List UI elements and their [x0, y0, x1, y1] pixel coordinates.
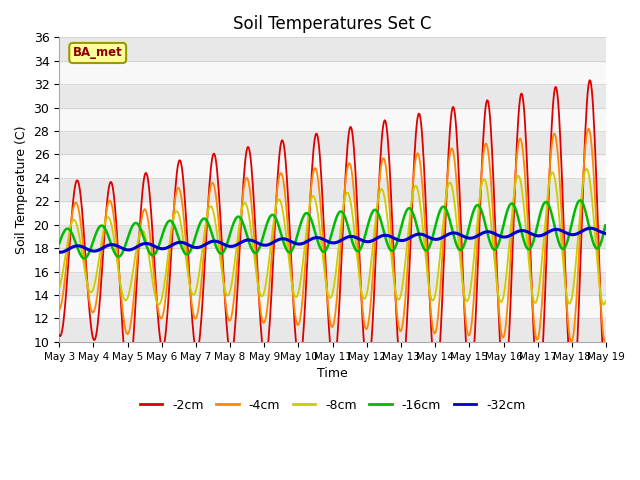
- -16cm: [268, 212, 276, 218]
- Line: -4cm: -4cm: [59, 129, 605, 344]
- -32cm: [268, 240, 276, 246]
- -32cm: [120, 246, 128, 252]
- -2cm: [419, 146, 427, 152]
- -16cm: [389, 248, 397, 253]
- -4cm: [388, 249, 396, 255]
- -16cm: [120, 246, 128, 252]
- -2cm: [247, 156, 255, 162]
- -16cm: [221, 248, 228, 253]
- Line: -2cm: -2cm: [59, 80, 605, 394]
- -32cm: [221, 242, 228, 248]
- -8cm: [120, 294, 127, 300]
- -2cm: [388, 223, 396, 229]
- Title: Soil Temperatures Set C: Soil Temperatures Set C: [234, 15, 432, 33]
- Text: BA_met: BA_met: [73, 47, 123, 60]
- -16cm: [55, 240, 63, 246]
- -32cm: [56, 250, 64, 255]
- -2cm: [268, 293, 275, 299]
- -8cm: [155, 302, 163, 308]
- -8cm: [583, 166, 591, 172]
- -16cm: [248, 246, 255, 252]
- -2cm: [220, 274, 227, 280]
- -4cm: [602, 341, 609, 347]
- Bar: [59, 248, 606, 272]
- -4cm: [55, 307, 63, 313]
- Bar: [59, 178, 606, 201]
- Line: -8cm: -8cm: [59, 169, 605, 305]
- -16cm: [602, 222, 609, 228]
- Bar: [59, 131, 606, 155]
- -8cm: [221, 285, 228, 290]
- Bar: [59, 201, 606, 225]
- Legend: -2cm, -4cm, -8cm, -16cm, -32cm: -2cm, -4cm, -8cm, -16cm, -32cm: [134, 394, 531, 417]
- -16cm: [80, 255, 88, 261]
- Bar: [59, 37, 606, 61]
- Bar: [59, 295, 606, 319]
- -2cm: [586, 77, 593, 83]
- Bar: [59, 272, 606, 295]
- -2cm: [120, 337, 127, 343]
- Line: -32cm: -32cm: [59, 228, 605, 252]
- X-axis label: Time: Time: [317, 367, 348, 380]
- -2cm: [55, 332, 63, 338]
- -32cm: [389, 235, 397, 240]
- -8cm: [389, 271, 397, 277]
- -32cm: [420, 232, 428, 238]
- -32cm: [586, 225, 594, 231]
- -8cm: [55, 285, 63, 291]
- -16cm: [420, 245, 428, 251]
- Bar: [59, 84, 606, 108]
- -4cm: [268, 259, 275, 264]
- -32cm: [55, 249, 63, 255]
- -32cm: [248, 238, 255, 243]
- -4cm: [247, 194, 255, 200]
- Bar: [59, 61, 606, 84]
- Bar: [59, 225, 606, 248]
- Bar: [59, 319, 606, 342]
- -8cm: [268, 231, 276, 237]
- Y-axis label: Soil Temperature (C): Soil Temperature (C): [15, 125, 28, 254]
- -2cm: [569, 391, 577, 397]
- -4cm: [419, 192, 427, 197]
- Bar: [59, 155, 606, 178]
- -4cm: [120, 313, 127, 319]
- -8cm: [248, 230, 255, 236]
- -4cm: [584, 126, 592, 132]
- Bar: [59, 108, 606, 131]
- -32cm: [602, 230, 609, 236]
- -16cm: [577, 198, 584, 204]
- Line: -16cm: -16cm: [59, 201, 605, 258]
- -4cm: [220, 280, 227, 286]
- -8cm: [420, 235, 428, 241]
- -8cm: [602, 299, 609, 304]
- -2cm: [602, 388, 609, 394]
